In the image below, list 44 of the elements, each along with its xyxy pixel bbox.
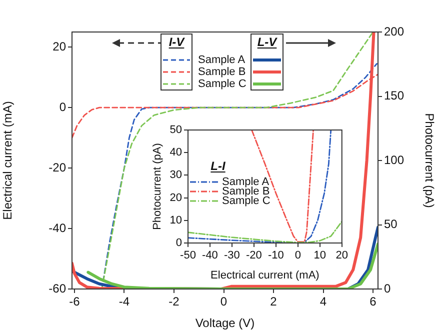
y-tick-label: -20 — [48, 160, 66, 174]
y-tick-label: 30 — [170, 169, 182, 182]
x-tick-label: 2 — [270, 294, 278, 309]
x-tick-label: 6 — [370, 294, 377, 309]
legend-title: L-I — [210, 159, 226, 173]
line-series — [188, 130, 332, 243]
x-tick-label: -40 — [202, 250, 218, 262]
y-tick-label: 50 — [170, 124, 182, 136]
y2-axis-title: Photocurrent (pA) — [422, 113, 436, 208]
y-tick-label: -40 — [48, 220, 66, 235]
legend-label: Sample A — [198, 54, 246, 66]
y2-tick-label: 50 — [384, 217, 398, 232]
y-tick-label: 0 — [176, 237, 182, 250]
x-tick-label: -30 — [224, 250, 240, 262]
x-axis-title: Voltage (V) — [195, 316, 255, 330]
x-tick-label: -10 — [268, 250, 284, 262]
y-tick-label: -60 — [48, 281, 66, 296]
annotation: L-V — [257, 35, 278, 49]
y-axis-title: Photocurrent (pA) — [152, 143, 164, 230]
x-tick-label: 20 — [336, 250, 348, 262]
y2-tick-label: 200 — [384, 24, 404, 38]
y-tick-label: 20 — [52, 39, 66, 54]
y2-tick-label: 100 — [384, 152, 404, 167]
x-tick-label: -6 — [69, 294, 80, 309]
x-tick-label: 0 — [220, 294, 228, 309]
x-tick-label: -50 — [180, 250, 196, 262]
x-tick-label: -2 — [168, 294, 180, 309]
y-tick-label: 10 — [170, 214, 182, 226]
y-axis-title: Electrical current (mA) — [0, 101, 15, 220]
x-axis-title: Electrical current (mA) — [210, 269, 320, 282]
legend-label: Sample C — [222, 195, 270, 208]
y2-tick-label: 0 — [384, 281, 391, 296]
x-tick-label: 4 — [320, 294, 327, 309]
legend-label: Sample B — [198, 66, 246, 78]
y-tick-label: 20 — [170, 192, 182, 204]
y2-tick-label: 150 — [384, 88, 404, 103]
y-tick-label: 0 — [59, 100, 66, 114]
x-tick-label: 10 — [314, 250, 326, 262]
legend-label: Sample C — [198, 78, 246, 90]
x-tick-label: -20 — [246, 250, 262, 262]
x-tick-label: 0 — [294, 250, 301, 262]
y-tick-label: 40 — [170, 146, 182, 159]
annotation: I-V — [168, 35, 186, 49]
x-tick-label: -4 — [118, 294, 130, 309]
